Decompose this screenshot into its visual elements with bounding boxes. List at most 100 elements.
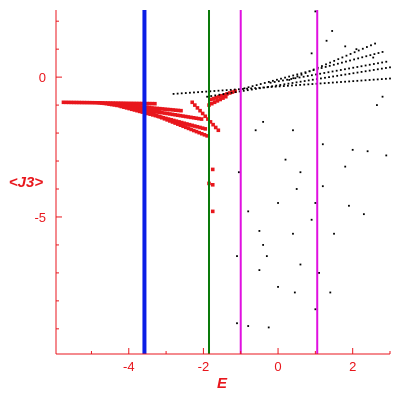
red-series-point [90, 100, 94, 105]
black-series-point [348, 67, 350, 70]
black-series-point [310, 52, 313, 55]
red-series-point [115, 103, 119, 108]
red-series-point [74, 100, 79, 105]
red-series-point [79, 100, 84, 105]
black-series-point [206, 95, 209, 98]
black-series-point [259, 83, 262, 85]
black-series-point [236, 322, 238, 325]
red-series-point [149, 109, 154, 113]
red-series-point [140, 101, 144, 106]
red-series-point [152, 106, 157, 110]
red-series-point [219, 93, 224, 98]
black-series-point [258, 230, 261, 232]
black-series-point [377, 52, 380, 54]
black-series-point [188, 91, 191, 94]
black-series-point [184, 92, 187, 94]
red-series-point [170, 112, 175, 117]
black-series-point [230, 91, 233, 94]
black-series-point [291, 84, 293, 87]
black-series-point [364, 70, 367, 73]
black-series-point [225, 89, 228, 92]
black-series-point [376, 68, 379, 71]
black-series-point [299, 80, 302, 83]
red-series-point [178, 113, 183, 118]
black-series-point [292, 74, 295, 77]
black-series-point [282, 79, 284, 82]
red-series-point [209, 97, 213, 102]
red-series-point [165, 111, 169, 116]
red-series-point [129, 101, 134, 106]
black-series-point [339, 69, 342, 71]
red-series-point [162, 117, 167, 121]
red-series-point [192, 124, 197, 128]
red-series-point [154, 110, 159, 114]
red-series-point [173, 113, 177, 117]
red-series-point [184, 125, 188, 130]
black-series-point [366, 150, 369, 153]
red-series-point [154, 113, 159, 118]
black-series-point [180, 92, 183, 95]
black-series-point [362, 213, 365, 216]
black-series-point [288, 79, 291, 81]
black-series-point [329, 61, 332, 64]
red-series-point [137, 109, 142, 114]
black-series-point [277, 80, 280, 83]
red-series-point [185, 122, 189, 126]
black-series-point [287, 84, 289, 87]
red-series-point [77, 100, 81, 105]
black-series-point [279, 84, 282, 86]
red-series-point [158, 106, 162, 111]
black-series-point [376, 104, 378, 106]
red-series [61, 89, 237, 214]
red-series-point [137, 101, 142, 106]
black-series-point [372, 78, 375, 81]
black-series-point [320, 77, 322, 80]
red-series-point [210, 167, 215, 172]
red-series-point [165, 107, 170, 112]
black-series-point [280, 77, 282, 80]
red-series-point [102, 101, 107, 106]
red-series-point [124, 101, 128, 106]
black-series-point [295, 81, 298, 84]
red-series-point [147, 101, 152, 106]
black-series-point [242, 89, 245, 92]
black-series-point [258, 269, 261, 271]
black-series-point [361, 56, 364, 59]
black-series-point [298, 76, 301, 79]
black-series-point [263, 82, 266, 84]
black-series-point [336, 62, 339, 65]
red-series-point [132, 101, 136, 106]
black-series-point [340, 81, 342, 83]
red-series-point [150, 106, 154, 110]
red-series-point [189, 115, 193, 120]
red-series-point [182, 121, 187, 126]
black-series-point [372, 56, 375, 59]
red-series-point [109, 102, 114, 107]
red-series-point [160, 115, 164, 120]
black-series-point [327, 71, 330, 74]
red-series-point [217, 94, 221, 99]
black-series-point [210, 95, 213, 97]
black-series-point [246, 87, 248, 90]
black-series-point [368, 69, 371, 72]
black-series-point [275, 84, 278, 87]
black-series-point [299, 263, 302, 266]
red-series-point [61, 100, 66, 105]
black-series-point [389, 77, 391, 80]
red-series-point [198, 108, 202, 113]
red-series-point [189, 127, 193, 132]
red-series-point [134, 101, 139, 106]
black-series-point [237, 171, 240, 174]
black-series-point [284, 76, 286, 79]
black-series-point [352, 66, 355, 69]
red-series-point [168, 107, 173, 112]
black-series-point [302, 75, 305, 78]
red-series-point [127, 106, 131, 111]
red-series-point [194, 116, 199, 121]
red-series-point [186, 126, 191, 131]
red-series-point [121, 101, 126, 106]
red-series-point [97, 101, 101, 105]
black-series-point [314, 308, 317, 311]
black-series-point [319, 82, 322, 85]
